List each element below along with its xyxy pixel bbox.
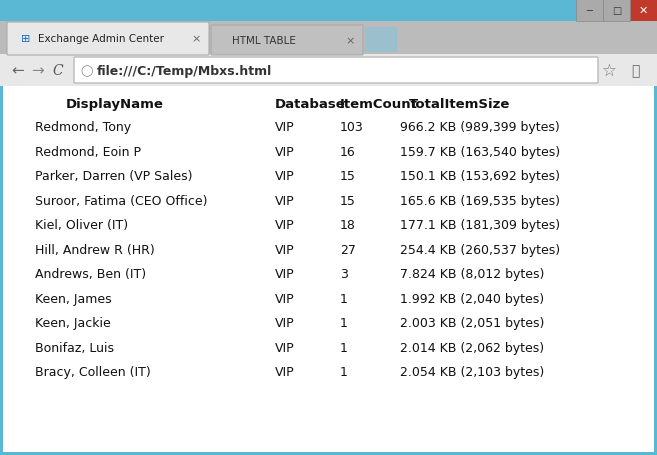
Text: VIP: VIP [275, 146, 294, 159]
Text: 15: 15 [340, 195, 356, 207]
Text: 3: 3 [340, 268, 348, 281]
Text: 103: 103 [340, 121, 364, 134]
Text: ×: × [191, 35, 200, 45]
Text: 1: 1 [340, 366, 348, 379]
Bar [576, 0, 603, 22]
Text: Database: Database [275, 98, 346, 111]
Text: ◯: ◯ [81, 65, 93, 76]
Text: ⊞: ⊞ [21, 35, 31, 45]
Bar [3, 87, 654, 452]
Text: VIP: VIP [275, 121, 294, 134]
FancyBboxPatch shape [211, 26, 363, 56]
FancyBboxPatch shape [365, 28, 397, 53]
Text: Hill, Andrew R (HR): Hill, Andrew R (HR) [35, 243, 155, 257]
Text: 2.003 KB (2,051 bytes): 2.003 KB (2,051 bytes) [400, 317, 545, 330]
Text: Bonifaz, Luis: Bonifaz, Luis [35, 341, 114, 354]
Text: VIP: VIP [275, 293, 294, 305]
Bar [0, 87, 657, 455]
Text: 🔧: 🔧 [631, 64, 639, 78]
Bar [0, 22, 657, 55]
Text: HTML TABLE: HTML TABLE [232, 36, 296, 46]
Text: Kiel, Oliver (IT): Kiel, Oliver (IT) [35, 219, 128, 232]
Text: 966.2 KB (989,399 bytes): 966.2 KB (989,399 bytes) [400, 121, 560, 134]
Text: ✕: ✕ [639, 6, 648, 16]
Text: ×: × [346, 36, 355, 46]
Text: 2.054 KB (2,103 bytes): 2.054 KB (2,103 bytes) [400, 366, 544, 379]
Text: file:///C:/Temp/Mbxs.html: file:///C:/Temp/Mbxs.html [97, 64, 272, 77]
FancyBboxPatch shape [7, 23, 209, 56]
Text: Redmond, Tony: Redmond, Tony [35, 121, 131, 134]
Text: C: C [53, 64, 63, 78]
Text: 27: 27 [340, 243, 356, 257]
Text: 16: 16 [340, 146, 355, 159]
Text: 1: 1 [340, 341, 348, 354]
Text: Redmond, Eoin P: Redmond, Eoin P [35, 146, 141, 159]
Text: 18: 18 [340, 219, 356, 232]
Text: Keen, James: Keen, James [35, 293, 112, 305]
Bar [630, 0, 657, 22]
Text: VIP: VIP [275, 268, 294, 281]
Bar [0, 0, 657, 22]
Text: VIP: VIP [275, 243, 294, 257]
Text: 15: 15 [340, 170, 356, 183]
Text: 177.1 KB (181,309 bytes): 177.1 KB (181,309 bytes) [400, 219, 560, 232]
Text: VIP: VIP [275, 219, 294, 232]
Text: →: → [32, 63, 45, 78]
Text: VIP: VIP [275, 366, 294, 379]
Text: VIP: VIP [275, 170, 294, 183]
Text: VIP: VIP [275, 195, 294, 207]
Text: DisplayName: DisplayName [66, 98, 164, 111]
Bar [603, 0, 630, 22]
Text: Parker, Darren (VP Sales): Parker, Darren (VP Sales) [35, 170, 193, 183]
Text: □: □ [612, 6, 621, 16]
Text: 159.7 KB (163,540 bytes): 159.7 KB (163,540 bytes) [400, 146, 560, 159]
Text: 254.4 KB (260,537 bytes): 254.4 KB (260,537 bytes) [400, 243, 560, 257]
Text: 1: 1 [340, 293, 348, 305]
Text: VIP: VIP [275, 317, 294, 330]
Text: 1: 1 [340, 317, 348, 330]
Text: ←: ← [12, 63, 24, 78]
Text: Bracy, Colleen (IT): Bracy, Colleen (IT) [35, 366, 150, 379]
Text: Andrews, Ben (IT): Andrews, Ben (IT) [35, 268, 146, 281]
Text: VIP: VIP [275, 341, 294, 354]
Text: 7.824 KB (8,012 bytes): 7.824 KB (8,012 bytes) [400, 268, 545, 281]
Text: 165.6 KB (169,535 bytes): 165.6 KB (169,535 bytes) [400, 195, 560, 207]
Text: 1.992 KB (2,040 bytes): 1.992 KB (2,040 bytes) [400, 293, 544, 305]
Bar [0, 55, 657, 87]
FancyBboxPatch shape [74, 58, 598, 84]
Text: ☆: ☆ [602, 62, 616, 80]
Text: ItemCount: ItemCount [340, 98, 418, 111]
Text: 150.1 KB (153,692 bytes): 150.1 KB (153,692 bytes) [400, 170, 560, 183]
Text: Suroor, Fatima (CEO Office): Suroor, Fatima (CEO Office) [35, 195, 208, 207]
Text: Exchange Admin Center: Exchange Admin Center [38, 35, 164, 45]
Text: TotalItemSize: TotalItemSize [409, 98, 510, 111]
Text: ─: ─ [587, 6, 593, 16]
Text: 2.014 KB (2,062 bytes): 2.014 KB (2,062 bytes) [400, 341, 544, 354]
Text: Keen, Jackie: Keen, Jackie [35, 317, 111, 330]
